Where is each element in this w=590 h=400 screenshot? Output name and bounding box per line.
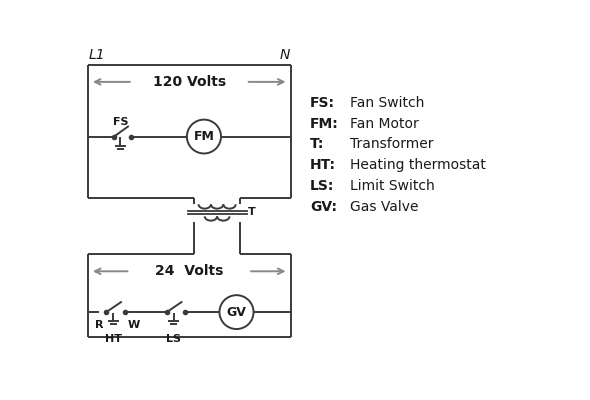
Text: FS: FS: [113, 116, 128, 126]
Text: Limit Switch: Limit Switch: [350, 179, 435, 193]
Text: 120 Volts: 120 Volts: [153, 75, 226, 89]
Text: LS: LS: [166, 334, 181, 344]
Text: Gas Valve: Gas Valve: [350, 200, 419, 214]
Text: GV:: GV:: [310, 200, 337, 214]
Text: T:: T:: [310, 137, 325, 151]
Text: FS:: FS:: [310, 96, 335, 110]
Text: R: R: [95, 320, 104, 330]
Text: N: N: [280, 48, 290, 62]
Text: LS:: LS:: [310, 179, 335, 193]
Text: T: T: [248, 208, 256, 218]
Text: Fan Motor: Fan Motor: [350, 116, 419, 130]
Text: HT: HT: [105, 334, 122, 344]
Text: W: W: [127, 320, 139, 330]
Text: 24  Volts: 24 Volts: [155, 264, 224, 278]
Text: FM: FM: [194, 130, 214, 143]
Text: HT:: HT:: [310, 158, 336, 172]
Text: L1: L1: [88, 48, 105, 62]
Text: FM:: FM:: [310, 116, 339, 130]
Text: GV: GV: [227, 306, 247, 319]
Text: Transformer: Transformer: [350, 137, 434, 151]
Text: Fan Switch: Fan Switch: [350, 96, 425, 110]
Text: Heating thermostat: Heating thermostat: [350, 158, 486, 172]
